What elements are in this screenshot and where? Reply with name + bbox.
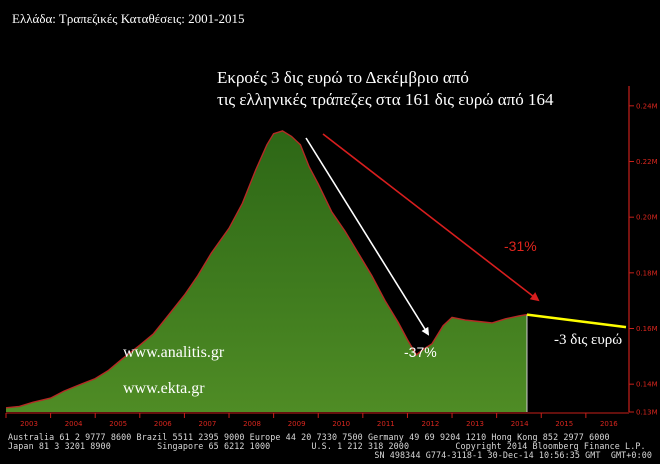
headline-line1: Εκροές 3 δις ευρώ το Δεκέμβριο από	[217, 68, 469, 87]
chart-title: Ελλάδα: Τραπεζικές Καταθέσεις: 2001-2015	[12, 11, 244, 26]
watermark-ekta: www.ekta.gr	[123, 380, 205, 397]
x-tick-label: 2009	[288, 420, 306, 428]
y-tick-label: 0.20M	[636, 214, 658, 222]
x-tick-label: 2007	[199, 420, 217, 428]
y-tick-label: 0.24M	[636, 102, 658, 110]
drop-crisis-label: -37%	[404, 344, 437, 360]
x-tick-label: 2005	[109, 420, 127, 428]
x-tick-label: 2010	[332, 420, 350, 428]
watermark-analitis: www.analitis.gr	[123, 344, 225, 361]
projection-line	[526, 313, 627, 329]
x-ticks: 2003 2004 2005 2006 2007 2008 2009 2010 2011 2012…	[5, 413, 618, 428]
y-tick-label: 0.14M	[636, 381, 658, 389]
x-tick-label: 2004	[65, 420, 83, 428]
projection-label: -3 δις ευρώ	[554, 332, 622, 348]
x-tick-label: 2014	[511, 420, 529, 428]
x-tick-label: 2008	[243, 420, 261, 428]
x-tick-label: 2012	[422, 420, 440, 428]
y-tick-label: 0.13M	[636, 409, 658, 417]
y-tick-label: 0.22M	[636, 158, 658, 166]
x-tick-label: 2003	[20, 420, 38, 428]
drop-peak-label: -31%	[504, 238, 537, 254]
white-arrow	[305, 137, 430, 336]
footer-line-copyright: Japan 81 3 3201 8900 Singapore 65 6212 1…	[8, 441, 646, 451]
red-arrow	[322, 133, 540, 302]
x-tick-label: 2013	[466, 420, 484, 428]
headline-line2: τις ελληνικές τράπεζες στα 161 δις ευρώ …	[217, 90, 554, 109]
deposits-edge-line	[5, 130, 528, 409]
y-tick-label: 0.18M	[636, 269, 658, 277]
footer-line-session: SN 498344 G774-3118-1 30-Dec-14 10:56:35…	[374, 450, 652, 460]
deposits-area	[6, 130, 527, 412]
plot-area	[5, 130, 627, 412]
x-tick-label: 2011	[377, 420, 395, 428]
y-tick-label: 0.16M	[636, 325, 658, 333]
x-tick-label: 2016	[600, 420, 618, 428]
y-ticks: 0.24M 0.22M 0.20M 0.18M 0.16M 0.14M 0.13M	[629, 102, 658, 417]
x-tick-label: 2015	[555, 420, 573, 428]
footer-line-contacts: Australia 61 2 9777 8600 Brazil 5511 239…	[8, 432, 610, 442]
x-tick-label: 2006	[154, 420, 172, 428]
